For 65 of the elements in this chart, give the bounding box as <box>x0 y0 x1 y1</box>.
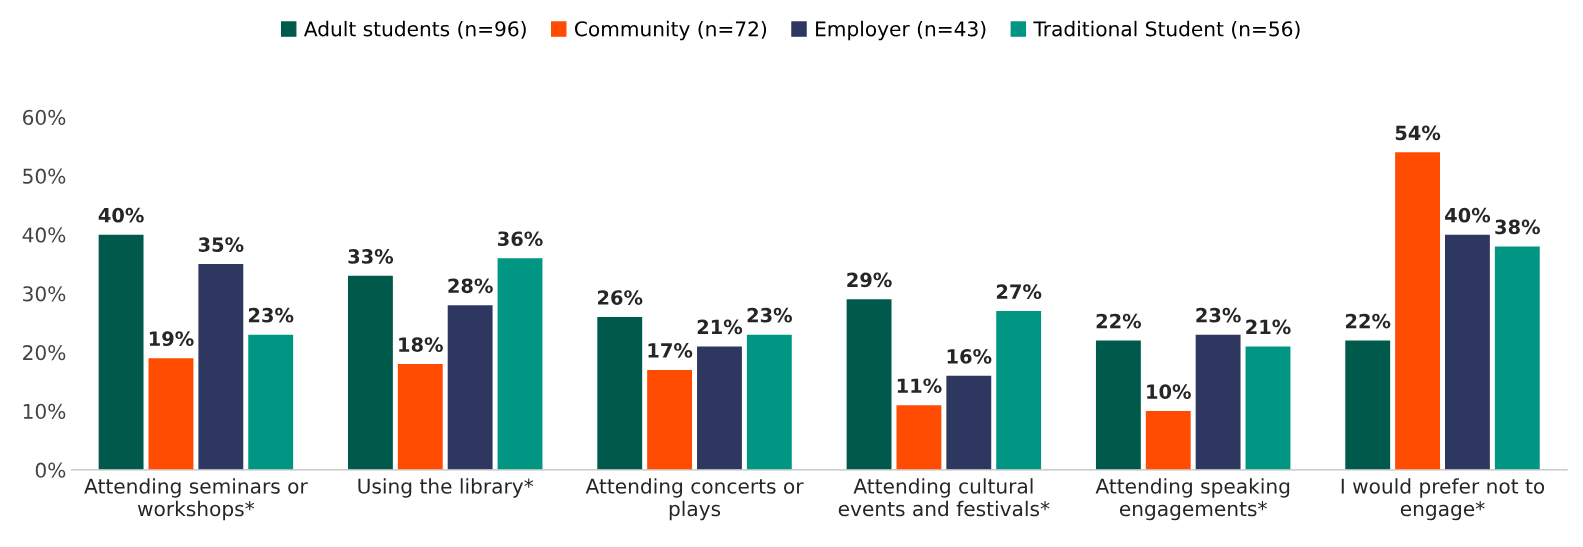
x-tick-label: Attending concerts or plays <box>585 478 804 521</box>
bar <box>1195 334 1241 470</box>
x-tick-label: Attending cultural events and festivals* <box>838 478 1050 517</box>
bar <box>198 264 244 470</box>
x-tick-label: Attending speaking engagements* <box>1095 478 1290 521</box>
data-label: 40% <box>1445 207 1491 223</box>
y-tick-label: 20% <box>23 344 66 361</box>
x-tick-label: Using the library* <box>358 478 534 498</box>
data-label: 23% <box>747 307 792 323</box>
bar <box>347 275 393 470</box>
bar <box>1145 411 1191 470</box>
bar <box>1345 340 1391 470</box>
data-label: 17% <box>648 343 693 358</box>
data-label: 21% <box>1246 319 1291 335</box>
data-label: 18% <box>399 337 443 352</box>
data-label: 23% <box>1196 307 1241 323</box>
bar <box>497 258 543 470</box>
legend-label: Adult students (n=96) <box>303 20 526 39</box>
x-tick-label: I would prefer not to engage* <box>1341 478 1545 521</box>
bar <box>846 299 892 470</box>
data-label: 27% <box>996 284 1042 300</box>
y-tick-label: 50% <box>23 168 66 184</box>
bar <box>1245 346 1291 470</box>
bar <box>148 358 194 470</box>
data-label: 10% <box>1147 384 1191 399</box>
bar <box>1095 340 1141 470</box>
data-label: 54% <box>1395 125 1441 141</box>
data-label: 21% <box>697 319 743 335</box>
bar <box>98 234 144 470</box>
bar <box>746 334 792 470</box>
data-label: 28% <box>448 278 493 294</box>
y-tick-label: 30% <box>23 286 66 302</box>
bar <box>647 369 693 470</box>
legend-label: Community (n=72) <box>574 20 767 41</box>
bar <box>397 364 443 470</box>
data-label: 29% <box>847 272 892 288</box>
data-label: 35% <box>198 237 244 252</box>
bar <box>447 305 493 470</box>
bar <box>996 311 1042 470</box>
bar <box>1445 234 1490 470</box>
y-tick-label: 10% <box>23 403 66 420</box>
y-tick-label: 60% <box>23 109 66 125</box>
bar <box>248 334 294 470</box>
data-label: 38% <box>1495 219 1540 235</box>
bar <box>1395 152 1441 470</box>
data-label: 26% <box>598 290 643 305</box>
legend-label: Traditional Student (n=56) <box>1033 20 1300 39</box>
bar <box>946 375 992 470</box>
x-tick-label: Attending seminars or workshops* <box>84 478 308 521</box>
data-label: 23% <box>248 307 294 323</box>
data-label: 19% <box>149 331 194 347</box>
bar <box>597 316 643 470</box>
data-label: 16% <box>947 348 992 364</box>
bar <box>697 346 742 470</box>
data-label: 11% <box>897 378 942 394</box>
data-label: 22% <box>1345 313 1391 329</box>
data-label: 40% <box>98 207 144 223</box>
data-label: 22% <box>1096 313 1142 329</box>
y-tick-label: 0% <box>35 462 66 478</box>
data-label: 36% <box>498 231 543 247</box>
bar <box>1494 246 1540 470</box>
bar <box>896 405 942 470</box>
y-tick-label: 40% <box>22 227 66 243</box>
legend-label: Employer (n=43) <box>816 20 986 41</box>
data-label: 33% <box>348 249 394 264</box>
